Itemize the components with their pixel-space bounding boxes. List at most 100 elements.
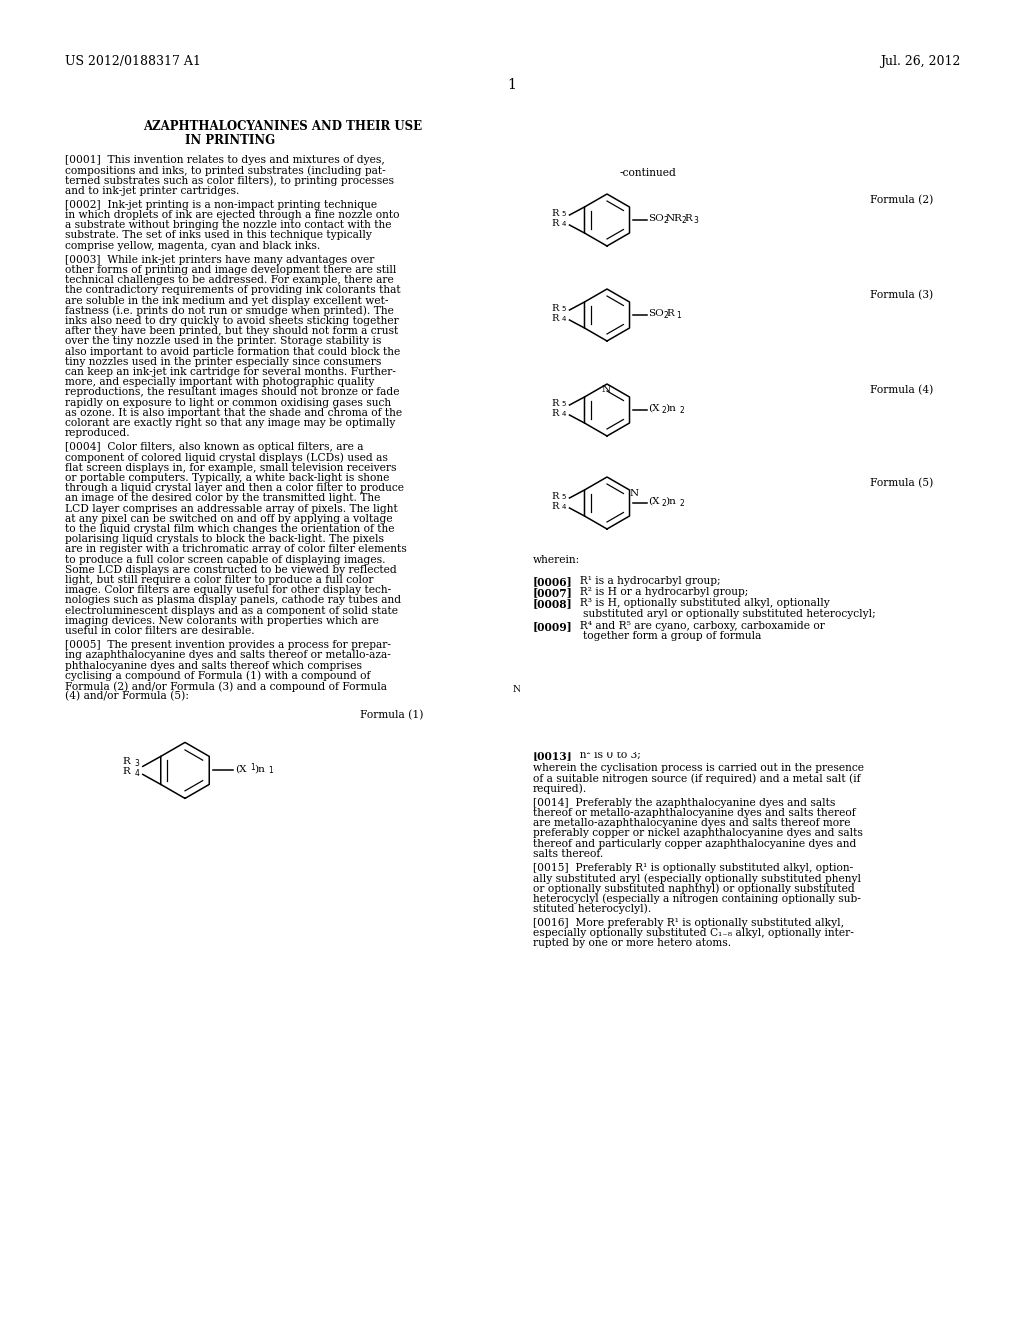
Text: Formula (5): Formula (5)	[870, 478, 933, 488]
Text: R: R	[552, 409, 559, 418]
Text: LCD layer comprises an addressable array of pixels. The light: LCD layer comprises an addressable array…	[65, 504, 397, 513]
Text: R³ is H, optionally substituted alkyl, optionally: R³ is H, optionally substituted alkyl, o…	[573, 598, 829, 609]
Text: [0015]  Preferably R¹ is optionally substituted alkyl, option-: [0015] Preferably R¹ is optionally subst…	[534, 863, 853, 873]
Text: SO: SO	[648, 214, 664, 223]
Text: wherein the cyclisation process is carried out in the presence: wherein the cyclisation process is carri…	[534, 763, 864, 774]
Text: 5: 5	[561, 494, 566, 500]
Text: (X: (X	[648, 404, 659, 413]
Text: R² is H or a hydrocarbyl group;: R² is H or a hydrocarbyl group;	[573, 587, 749, 597]
Text: inks also need to dry quickly to avoid sheets sticking together: inks also need to dry quickly to avoid s…	[65, 315, 398, 326]
Text: or: or	[743, 676, 755, 685]
Text: 5: 5	[561, 211, 566, 216]
Text: in which droplets of ink are ejected through a fine nozzle onto: in which droplets of ink are ejected thr…	[65, 210, 399, 220]
Text: of a suitable nitrogen source (if required) and a metal salt (if: of a suitable nitrogen source (if requir…	[534, 774, 860, 784]
Text: US 2012/0188317 A1: US 2012/0188317 A1	[65, 55, 201, 69]
Text: a substrate without bringing the nozzle into contact with the: a substrate without bringing the nozzle …	[65, 220, 391, 230]
Text: imaging devices. New colorants with properties which are: imaging devices. New colorants with prop…	[65, 616, 379, 626]
Text: R: R	[552, 219, 559, 228]
Text: (X: (X	[234, 764, 247, 774]
Text: [0006]: [0006]	[534, 576, 572, 587]
Text: NH: NH	[528, 671, 545, 680]
Text: [0009]: [0009]	[534, 620, 572, 632]
Text: and to ink-jet printer cartridges.: and to ink-jet printer cartridges.	[65, 186, 240, 195]
Text: 3: 3	[135, 759, 139, 768]
Text: 2: 2	[663, 312, 668, 319]
Text: [0002]  Ink-jet printing is a non-impact printing technique: [0002] Ink-jet printing is a non-impact …	[65, 199, 377, 210]
Text: or optionally substituted naphthyl) or optionally substituted: or optionally substituted naphthyl) or o…	[534, 883, 855, 894]
Text: AZAPHTHALOCYANINES AND THEIR USE: AZAPHTHALOCYANINES AND THEIR USE	[143, 120, 422, 133]
Text: salts thereof.: salts thereof.	[534, 849, 603, 859]
Text: substrate. The set of inks used in this technique typically: substrate. The set of inks used in this …	[65, 231, 372, 240]
Text: 5: 5	[561, 306, 566, 312]
Text: are soluble in the ink medium and yet display excellent wet-: are soluble in the ink medium and yet di…	[65, 296, 388, 306]
Text: IN PRINTING: IN PRINTING	[185, 135, 275, 147]
Text: compositions and inks, to printed substrates (including pat-: compositions and inks, to printed substr…	[65, 165, 386, 176]
Text: NH: NH	[561, 653, 578, 663]
Text: n¹ is 1 to 4; and: n¹ is 1 to 4; and	[573, 739, 665, 748]
Text: O: O	[594, 681, 602, 690]
Text: 2: 2	[662, 499, 667, 508]
Text: R: R	[552, 304, 559, 313]
Text: -continued: -continued	[620, 168, 677, 178]
Text: 1: 1	[508, 78, 516, 92]
Text: 3: 3	[693, 216, 698, 224]
Text: [0014]  Preferably the azaphthalocyanine dyes and salts: [0014] Preferably the azaphthalocyanine …	[534, 797, 836, 808]
Text: thereof or metallo-azaphthalocyanine dyes and salts thereof: thereof or metallo-azaphthalocyanine dye…	[534, 808, 856, 818]
Text: after they have been printed, but they should not form a crust: after they have been printed, but they s…	[65, 326, 398, 337]
Text: image. Color filters are equally useful for other display tech-: image. Color filters are equally useful …	[65, 585, 391, 595]
Text: ing azaphthalocyanine dyes and salts thereof or metallo-aza-: ing azaphthalocyanine dyes and salts the…	[65, 651, 391, 660]
Text: ally substituted aryl (especially optionally substituted phenyl: ally substituted aryl (especially option…	[534, 874, 861, 884]
Text: together form a group of formula: together form a group of formula	[583, 631, 762, 642]
Text: useful in color filters are desirable.: useful in color filters are desirable.	[65, 626, 255, 636]
Text: rapidly on exposure to light or common oxidising gases such: rapidly on exposure to light or common o…	[65, 397, 391, 408]
Text: 5: 5	[561, 401, 566, 407]
Text: colorant are exactly right so that any image may be optimally: colorant are exactly right so that any i…	[65, 418, 395, 428]
Text: nologies such as plasma display panels, cathode ray tubes and: nologies such as plasma display panels, …	[65, 595, 401, 606]
Text: [0011]: [0011]	[534, 717, 572, 727]
Text: [0012]: [0012]	[534, 739, 572, 750]
Text: NH: NH	[669, 667, 686, 676]
Text: Formula (4): Formula (4)	[870, 385, 933, 395]
Text: NH: NH	[784, 653, 801, 663]
Text: as ozone. It is also important that the shade and chroma of the: as ozone. It is also important that the …	[65, 408, 402, 418]
Text: [0016]  More preferably R¹ is optionally substituted alkyl,: [0016] More preferably R¹ is optionally …	[534, 917, 844, 928]
Text: preferably copper or nickel azaphthalocyanine dyes and salts: preferably copper or nickel azaphthalocy…	[534, 829, 863, 838]
Text: NH: NH	[521, 681, 538, 690]
Text: 1: 1	[250, 763, 255, 772]
Text: SO: SO	[648, 309, 664, 318]
Text: X² is selected from the group consisting of CN,: X² is selected from the group consisting…	[573, 717, 831, 726]
Text: fastness (i.e. prints do not run or smudge when printed). The: fastness (i.e. prints do not run or smud…	[65, 306, 394, 317]
Text: polarising liquid crystals to block the back-light. The pixels: polarising liquid crystals to block the …	[65, 535, 384, 544]
Text: reproduced.: reproduced.	[65, 428, 131, 438]
Text: R: R	[552, 502, 559, 511]
Text: NH: NH	[513, 685, 530, 694]
Text: R⁴ and R⁵ are cyano, carboxy, carboxamide or: R⁴ and R⁵ are cyano, carboxy, carboxamid…	[573, 620, 825, 631]
Text: NH;: NH;	[763, 671, 783, 680]
Text: R: R	[684, 214, 692, 223]
Text: NH: NH	[553, 655, 570, 664]
Text: [0004]  Color filters, also known as optical filters, are a: [0004] Color filters, also known as opti…	[65, 442, 364, 453]
Text: O: O	[603, 671, 611, 680]
Text: Some LCD displays are constructed to be viewed by reflected: Some LCD displays are constructed to be …	[65, 565, 396, 574]
Text: or: or	[730, 673, 741, 684]
Text: 4: 4	[561, 411, 566, 417]
Text: optionally substituted C₁₋₄alkyl and C₁₋₄alkoxy;: optionally substituted C₁₋₄alkyl and C₁₋…	[583, 726, 839, 737]
Text: cyclising a compound of Formula (1) with a compound of: cyclising a compound of Formula (1) with…	[65, 671, 371, 681]
Text: substituted aryl or optionally substituted heterocyclyl;: substituted aryl or optionally substitut…	[583, 609, 876, 619]
Text: 4: 4	[561, 315, 566, 322]
Text: are metallo-azaphthalocyanine dyes and salts thereof more: are metallo-azaphthalocyanine dyes and s…	[534, 818, 851, 828]
Text: reproductions, the resultant images should not bronze or fade: reproductions, the resultant images shou…	[65, 387, 399, 397]
Text: n² is 0 to 3;: n² is 0 to 3;	[573, 750, 641, 760]
Text: 4: 4	[135, 770, 139, 779]
Text: NH: NH	[788, 655, 805, 664]
Text: required).: required).	[534, 784, 587, 795]
Text: more, and especially important with photographic quality: more, and especially important with phot…	[65, 378, 375, 387]
Text: R: R	[552, 314, 559, 323]
Text: O: O	[628, 655, 636, 664]
Text: N: N	[630, 488, 639, 498]
Text: R: R	[666, 309, 674, 318]
Text: 4: 4	[561, 504, 566, 510]
Text: O: O	[703, 655, 711, 664]
Text: at any pixel can be switched on and off by applying a voltage: at any pixel can be switched on and off …	[65, 513, 392, 524]
Text: Formula (2): Formula (2)	[870, 195, 933, 206]
